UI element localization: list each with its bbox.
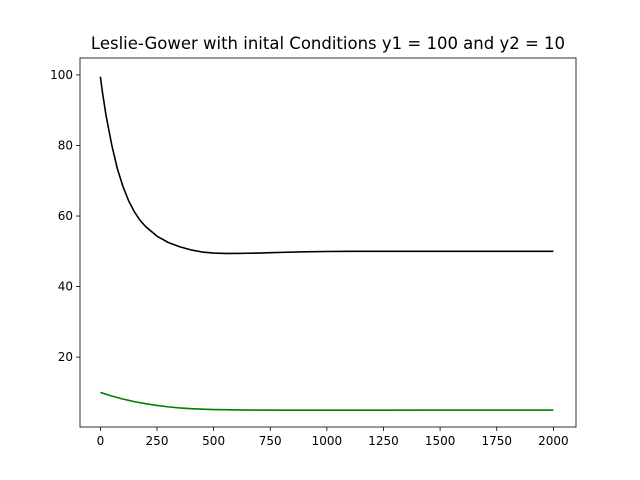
x-tick-label: 1000	[312, 434, 343, 448]
y-tick-label: 40	[58, 280, 73, 294]
x-tick-label: 250	[146, 434, 169, 448]
x-tick-label: 750	[259, 434, 282, 448]
series-layer	[99, 76, 554, 411]
x-tick-label: 1500	[425, 434, 456, 448]
x-tick-label: 2000	[538, 434, 569, 448]
x-tick-label: 1250	[368, 434, 399, 448]
chart-title: Leslie-Gower with inital Conditions y1 =…	[91, 34, 565, 53]
series-line-2	[100, 391, 554, 411]
x-axis-ticks: 0 250 500 750 1000 1250 1500 1750 2000	[97, 427, 569, 448]
y-axis-ticks: 20 40 60 80 100	[50, 68, 80, 364]
x-tick-label: 1750	[481, 434, 512, 448]
y-tick-label: 60	[58, 209, 73, 223]
x-tick-label: 500	[202, 434, 225, 448]
x-tick-label: 0	[97, 434, 105, 448]
plot-area-frame	[79, 57, 577, 428]
y-tick-label: 80	[58, 138, 73, 152]
y-tick-label: 20	[58, 350, 73, 364]
series-line-1	[99, 76, 554, 255]
y-tick-label: 100	[50, 68, 73, 82]
